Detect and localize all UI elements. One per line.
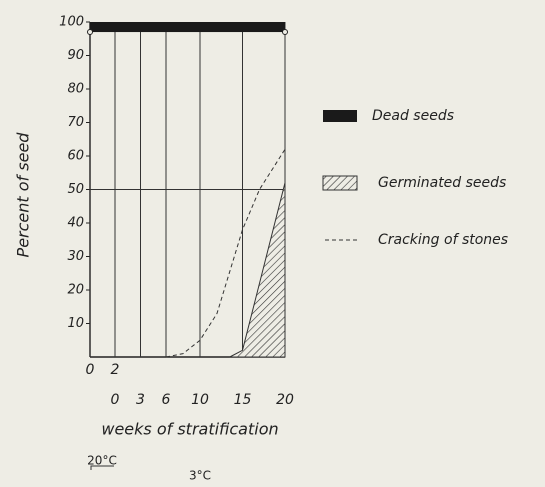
x-tick-label: 10 [191, 392, 209, 408]
segment-label: 20°C [87, 454, 117, 468]
bracket [90, 465, 114, 470]
germinated-area [229, 182, 286, 358]
y-tick-label: 30 [67, 249, 84, 264]
y-tick-label: 40 [67, 216, 84, 231]
corner-dot [87, 29, 93, 35]
y-tick-label: 20 [67, 283, 84, 298]
y-tick-label: 60 [67, 149, 84, 164]
x-axis-label: weeks of stratification [101, 420, 278, 439]
x-tick-label: 20 [276, 392, 294, 408]
y-tick-label: 50 [67, 182, 84, 197]
x-tick-label: 0 [86, 362, 95, 378]
x-tick-label: 2 [111, 362, 120, 378]
legend-swatch [323, 110, 357, 122]
dead-band [90, 22, 285, 33]
y-tick-label: 90 [67, 48, 84, 63]
legend-label: Dead seeds [372, 108, 454, 124]
segment-label: 3°C [189, 469, 211, 483]
y-tick-label: 10 [67, 316, 84, 331]
cracking-line [165, 149, 286, 358]
corner-dot [282, 29, 288, 35]
y-tick-label: 80 [67, 82, 84, 97]
x-tick-label: 15 [234, 392, 252, 408]
x-tick-label: 3 [136, 392, 145, 408]
y-tick-label: 70 [67, 115, 84, 130]
legend-swatch [322, 175, 358, 191]
y-tick-label: 100 [59, 15, 84, 30]
legend-label: Germinated seeds [378, 175, 506, 191]
legend-label: Cracking of stones [378, 232, 508, 248]
x-tick-label: 6 [162, 392, 171, 408]
x-tick-label: 0 [111, 392, 120, 408]
y-axis-label: Percent of seed [14, 132, 33, 258]
